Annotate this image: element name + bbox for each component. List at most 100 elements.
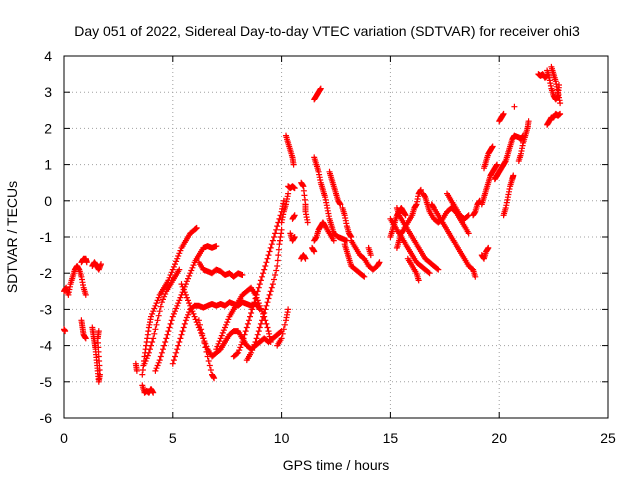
y-tick-label: -2 (40, 265, 53, 281)
data-series (78, 317, 89, 342)
data-series (365, 244, 374, 259)
data-series (496, 110, 507, 125)
ticks (63, 55, 609, 419)
data-point-markers (348, 237, 383, 273)
data-series (500, 172, 517, 219)
data-series (511, 103, 518, 110)
data-point-markers (393, 205, 442, 273)
data-series (491, 132, 527, 183)
data-point-markers (428, 201, 479, 280)
data-series (478, 244, 492, 262)
data-point-markers (481, 143, 496, 172)
data-point-markers (230, 197, 287, 360)
y-tick-label: 1 (44, 157, 52, 173)
data-series (348, 237, 383, 273)
data-series (326, 168, 344, 208)
data-point-markers (283, 132, 297, 168)
data-series (243, 226, 285, 364)
x-tick-label: 20 (491, 430, 507, 446)
data-point-markers (132, 360, 140, 374)
data-point-markers (287, 230, 298, 244)
y-tick-label: 3 (44, 84, 52, 100)
data-point-markers (326, 168, 344, 208)
data-point-markers (478, 161, 500, 208)
data-point-markers (496, 110, 507, 125)
y-tick-label: -3 (40, 301, 53, 317)
data-series (230, 197, 287, 360)
data-series (515, 118, 532, 164)
y-tick-label: 4 (44, 48, 52, 64)
data-point-markers (444, 190, 472, 222)
data-point-markers (311, 219, 337, 244)
data-series (470, 197, 483, 219)
data-series (404, 255, 422, 284)
data-series (141, 266, 183, 367)
data-point-markers (139, 382, 157, 396)
data-point-markers (178, 281, 285, 360)
data-series (311, 219, 337, 244)
data-point-markers (289, 212, 298, 222)
data-series (387, 215, 433, 277)
y-tick-label: 2 (44, 120, 52, 136)
data-series (195, 259, 246, 280)
data-series (478, 161, 500, 208)
data-series (132, 360, 140, 374)
x-tick-label: 25 (600, 430, 616, 446)
data-series (178, 281, 285, 360)
data-series (393, 186, 424, 251)
data-point-markers (141, 266, 183, 367)
data-point-markers (195, 259, 246, 280)
data-series (278, 190, 292, 226)
data-series (78, 255, 90, 266)
data-point-markers (89, 259, 104, 273)
data-series (298, 179, 311, 226)
data-point-markers (478, 244, 492, 262)
data-point-markers (365, 244, 374, 259)
data-point-markers (243, 226, 285, 364)
data-point-markers (78, 255, 90, 266)
data-series (287, 230, 298, 244)
data-point-markers (89, 324, 103, 385)
data-series (339, 205, 355, 240)
data-point-markers (341, 241, 368, 280)
x-tick-label: 0 (60, 430, 68, 446)
data-series (341, 241, 368, 280)
data-series (89, 324, 103, 385)
data-series (289, 212, 298, 222)
x-axis-label: GPS time / hours (283, 457, 390, 473)
data-point-markers (309, 244, 318, 255)
data-point-markers (61, 263, 89, 298)
data-series (139, 382, 157, 396)
data-series (309, 244, 318, 255)
data-series (61, 263, 89, 298)
data-series (481, 143, 496, 172)
data-point-markers (515, 118, 532, 164)
data-series (285, 183, 298, 192)
x-tick-labels: 0 5 10 15 20 25 (60, 430, 616, 446)
data-point-markers (548, 63, 564, 107)
y-tick-label: -6 (40, 410, 53, 426)
data-series (311, 154, 350, 244)
data-point-markers (195, 317, 218, 382)
data-point-markers (491, 132, 527, 183)
data-point-markers (544, 110, 564, 128)
data-points (61, 63, 564, 396)
chart-title: Day 051 of 2022, Sidereal Day-to-day VTE… (74, 23, 580, 39)
data-series (298, 252, 309, 262)
data-series (213, 284, 274, 353)
data-point-markers (311, 154, 350, 244)
data-point-markers (298, 252, 309, 262)
y-tick-label: -1 (40, 229, 53, 245)
data-point-markers (139, 224, 200, 378)
data-series (89, 259, 104, 273)
data-point-markers (274, 306, 292, 349)
data-point-markers (78, 317, 89, 342)
data-point-markers (278, 190, 292, 226)
y-tick-label: -4 (40, 338, 53, 354)
data-point-markers (470, 197, 483, 219)
data-series (548, 63, 564, 107)
data-series (393, 205, 442, 273)
y-tick-labels: -6 -5 -4 -3 -2 -1 0 1 2 3 4 (40, 48, 53, 426)
data-point-markers (404, 255, 422, 284)
